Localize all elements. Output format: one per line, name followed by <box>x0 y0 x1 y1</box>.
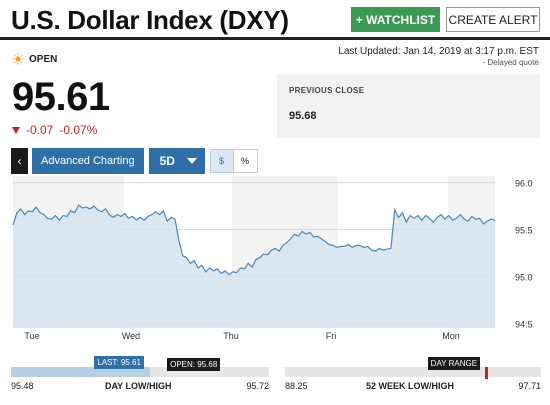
y-tick-label: 94.5 <box>515 319 533 329</box>
time-range-value: 5D <box>159 154 175 168</box>
y-tick-label: 95.5 <box>515 226 533 236</box>
create-alert-button[interactable]: CREATE ALERT <box>446 7 540 32</box>
last-price-tag: LAST: 95.61 <box>94 356 144 369</box>
x-tick-label: Fri <box>326 331 337 341</box>
previous-close-value: 95.68 <box>289 110 317 122</box>
day-range-fill <box>11 367 151 377</box>
chart-toolbar: ‹ Advanced Charting 5D $ % <box>11 148 258 174</box>
advanced-charting-button[interactable]: Advanced Charting <box>32 148 144 174</box>
dollar-mode-button[interactable]: $ <box>209 149 234 173</box>
day-low-value: 95.48 <box>11 381 34 391</box>
current-price: 95.61 <box>12 75 110 119</box>
page-title: U.S. Dollar Index (DXY) <box>11 5 289 35</box>
previous-close-panel: PREVIOUS CLOSE 95.68 <box>277 74 540 138</box>
price-area <box>13 205 495 328</box>
sun-icon <box>12 53 24 65</box>
y-tick-label: 95.0 <box>515 272 533 282</box>
percent-mode-button[interactable]: % <box>233 149 258 173</box>
day-range-marker <box>484 367 488 379</box>
price-line <box>12 204 496 276</box>
x-tick-label: Mon <box>442 331 460 341</box>
chevron-down-icon <box>186 158 197 164</box>
week52-low-value: 88.25 <box>285 381 308 391</box>
time-range-dropdown[interactable]: 5D <box>148 148 205 174</box>
y-tick-label: 96.0 <box>515 179 533 189</box>
week52-range-widget: DAY RANGE 88.25 52 WEEK LOW/HIGH 97.71 <box>285 354 541 404</box>
price-change: -0.07 -0.07% <box>12 123 97 137</box>
x-tick-label: Tue <box>24 331 39 341</box>
x-tick-label: Wed <box>122 331 140 341</box>
week52-range-track <box>285 367 541 377</box>
page-header: U.S. Dollar Index (DXY) + WATCHLIST CREA… <box>0 0 550 40</box>
x-tick-label: Thu <box>223 331 239 341</box>
market-status: OPEN <box>12 53 57 65</box>
down-arrow-icon <box>12 126 20 134</box>
day-range-label: DAY LOW/HIGH <box>105 381 172 391</box>
week52-range-label: 52 WEEK LOW/HIGH <box>366 381 455 391</box>
day-high-value: 95.72 <box>246 381 269 391</box>
week52-high-value: 97.71 <box>518 381 541 391</box>
change-percent: -0.07% <box>59 123 98 137</box>
day-range-tag: DAY RANGE <box>427 357 481 370</box>
chart-back-button[interactable]: ‹ <box>11 148 28 174</box>
change-value: -0.07 <box>26 123 54 137</box>
day-range-widget: LAST: 95.61 OPEN: 95.68 95.48 DAY LOW/HI… <box>11 354 269 404</box>
market-status-label: OPEN <box>29 53 58 65</box>
delayed-quote-note: - Delayed quote <box>482 58 539 67</box>
price-chart-svg[interactable]: 96.0 95.5 95.0 94.5 Tue Wed Thu Fri Mon <box>0 176 550 346</box>
price-chart[interactable]: 96.0 95.5 95.0 94.5 Tue Wed Thu Fri Mon <box>0 176 550 346</box>
previous-close-label: PREVIOUS CLOSE <box>289 86 365 95</box>
add-to-watchlist-button[interactable]: + WATCHLIST <box>351 7 440 32</box>
last-updated: Last Updated: Jan 14, 2019 at 3:17 p.m. … <box>338 46 539 57</box>
open-price-tag: OPEN: 95.68 <box>167 358 221 371</box>
